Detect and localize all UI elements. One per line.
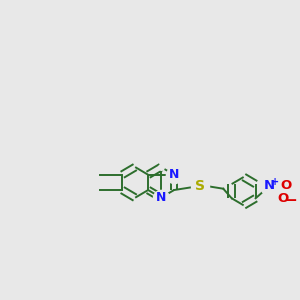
Text: S: S — [195, 179, 205, 193]
Text: O: O — [280, 179, 291, 193]
Text: O: O — [278, 192, 289, 205]
Text: N: N — [156, 191, 166, 204]
Text: −: − — [284, 193, 297, 208]
Text: N: N — [263, 179, 274, 193]
Text: +: + — [271, 177, 279, 187]
Text: N: N — [169, 168, 179, 181]
